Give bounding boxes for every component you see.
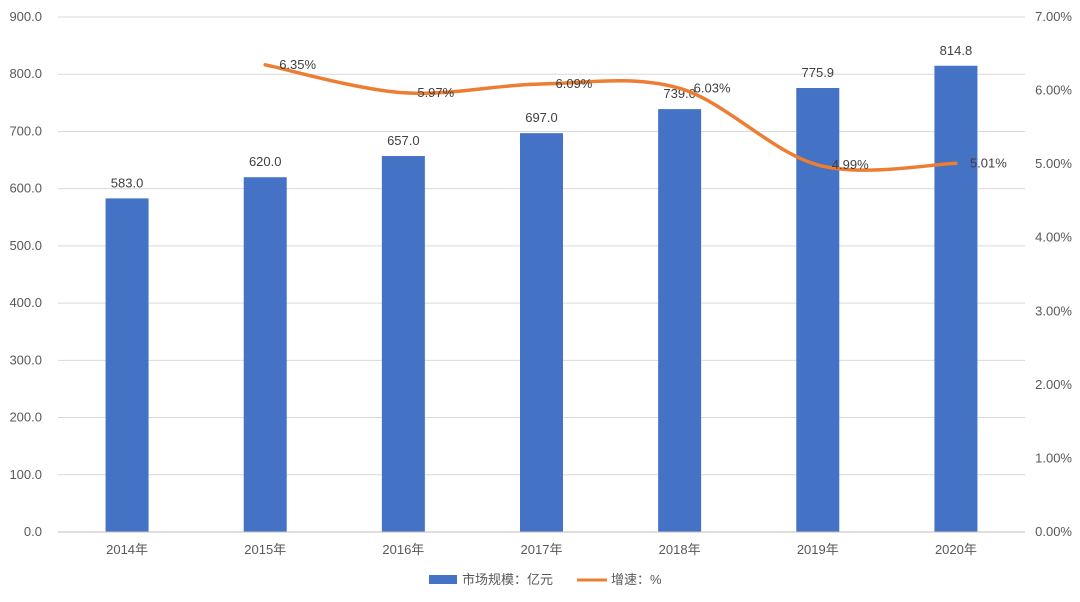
bar-data-label: 814.8 xyxy=(940,43,973,58)
right-tick-label: 3.00% xyxy=(1035,303,1072,318)
bar-data-label: 775.9 xyxy=(802,65,835,80)
line-data-label: 6.03% xyxy=(694,80,731,95)
x-tick-label: 2020年 xyxy=(935,542,977,557)
x-tick-label: 2018年 xyxy=(659,542,701,557)
line-data-labels: 6.35% 5.97% 6.09% 6.03% 4.99% 5.01% xyxy=(279,57,1007,172)
right-tick-label: 1.00% xyxy=(1035,450,1072,465)
bar xyxy=(658,109,702,532)
x-tick-label: 2016年 xyxy=(382,542,424,557)
right-axis: 0.00% 1.00% 2.00% 3.00% 4.00% 5.00% 6.00% 7.00% xyxy=(1035,9,1072,539)
bar xyxy=(520,133,563,532)
left-tick-label: 500.0 xyxy=(9,238,42,253)
left-tick-label: 600.0 xyxy=(9,181,42,196)
bar-data-label: 697.0 xyxy=(525,110,558,125)
line-series xyxy=(263,63,958,172)
right-tick-label: 6.00% xyxy=(1035,83,1072,98)
left-axis: 0.0 100.0 200.0 300.0 400.0 500.0 600.0 700.0 80… xyxy=(9,9,42,539)
left-tick-label: 300.0 xyxy=(9,352,42,367)
growth-line xyxy=(263,63,958,172)
bar-data-label: 583.0 xyxy=(111,175,144,190)
line-data-label: 4.99% xyxy=(832,157,869,172)
left-tick-label: 100.0 xyxy=(9,467,42,482)
line-data-label: 6.35% xyxy=(279,57,316,72)
left-tick-label: 900.0 xyxy=(9,9,42,24)
left-tick-label: 400.0 xyxy=(9,295,42,310)
x-tick-label: 2019年 xyxy=(797,542,839,557)
bar xyxy=(105,198,149,532)
x-tick-label: 2014年 xyxy=(106,542,148,557)
left-tick-label: 200.0 xyxy=(9,410,42,425)
bar xyxy=(934,65,978,533)
line-data-label: 6.09% xyxy=(556,76,593,91)
line-data-label: 5.01% xyxy=(970,155,1007,170)
left-tick-label: 800.0 xyxy=(9,66,42,81)
bar-series xyxy=(105,65,978,533)
legend: 市场规模：亿元 增速：% xyxy=(429,572,662,587)
bar-data-label: 620.0 xyxy=(249,154,282,169)
x-axis: 2014年 2015年 2016年 2017年 2018年 2019年 2020年 xyxy=(58,531,1025,557)
right-tick-label: 2.00% xyxy=(1035,377,1072,392)
legend-label: 增速：% xyxy=(611,572,662,587)
bar-data-label: 657.0 xyxy=(387,133,420,148)
x-tick-label: 2015年 xyxy=(244,542,286,557)
legend-swatch-bar xyxy=(429,575,457,584)
bar xyxy=(243,177,287,532)
left-tick-label: 0.0 xyxy=(24,524,42,539)
right-tick-label: 5.00% xyxy=(1035,156,1072,171)
bar xyxy=(796,88,840,532)
left-tick-label: 700.0 xyxy=(9,123,42,138)
legend-label: 市场规模：亿元 xyxy=(462,572,553,587)
x-tick-label: 2017年 xyxy=(521,542,563,557)
right-tick-label: 7.00% xyxy=(1035,9,1072,24)
line-data-label: 5.97% xyxy=(417,85,454,100)
right-tick-label: 0.00% xyxy=(1035,524,1072,539)
right-tick-label: 4.00% xyxy=(1035,230,1072,245)
bar xyxy=(381,156,425,533)
